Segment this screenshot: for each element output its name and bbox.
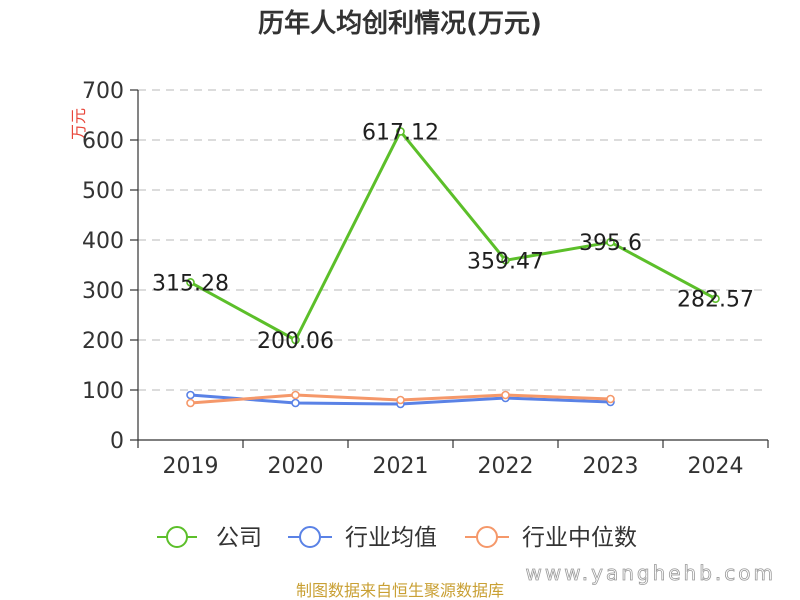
company-data-point [186,278,195,287]
company-data-point [711,294,720,304]
company-data-point [606,237,615,247]
legend-label: 行业中位数 [522,525,637,551]
x-tick-label: 2021 [373,454,429,479]
company-data-label: 282.57 [677,288,754,313]
grid-lines [138,89,768,391]
legend-item-industry-median[interactable]: 行业中位数 [465,525,637,551]
series-group [186,127,720,409]
y-tick-label: 600 [82,129,124,154]
y-tick-label: 200 [82,329,124,354]
industry-median-data-point [291,390,300,400]
data-labels: 315.28 200.06 617.12 359.47 395.6 282.57 [152,120,754,354]
x-tick-label: 2020 [268,454,324,479]
legend-label: 行业均值 [345,525,437,551]
company-data-label: 359.47 [467,249,544,274]
y-tick-label: 500 [82,179,124,204]
y-tick-label: 700 [82,79,124,104]
company-data-label: 617.12 [362,120,439,145]
industry-median-data-point [606,394,615,404]
y-tick-label: 300 [82,279,124,304]
legend-circle-icon [166,526,188,548]
x-tick-label: 2024 [688,454,744,479]
industry-median-data-point [396,395,405,405]
axes: 0 100 200 300 400 500 600 700 2019 2020 2021 2022 20… [82,79,769,479]
legend-circle-icon [299,526,321,548]
legend-item-industry-average[interactable]: 行业均值 [288,525,437,551]
industry-median-data-point [501,390,510,400]
company-data-label: 200.06 [257,329,334,354]
y-tick-label: 0 [110,429,124,454]
industry-average-data-point [186,390,195,400]
legend: 公司 行业均值 行业中位数 [157,525,637,551]
company-data-point [501,255,510,265]
watermark: www.yanghehb.com [526,561,776,585]
legend-item-company[interactable]: 公司 [157,525,262,551]
legend-circle-icon [476,526,498,548]
y-tick-label: 400 [82,229,124,254]
industry-average-data-point [291,398,300,408]
y-axis-label: 万元 [69,108,88,140]
chart-title: 历年人均创利情况(万元) [258,8,542,39]
company-series-line [189,129,717,342]
company-data-point [396,127,405,136]
company-data-point [291,335,300,345]
data-source-note: 制图数据来自恒生聚源数据库 [296,581,504,600]
company-data-label: 315.28 [152,271,229,296]
x-tick-label: 2023 [583,454,639,479]
x-tick-label: 2019 [163,454,219,479]
y-tick-label: 100 [82,379,124,404]
x-tick-label: 2022 [478,454,534,479]
legend-label: 公司 [216,525,262,551]
industry-median-data-point [186,398,195,408]
company-data-label: 395.6 [579,231,642,256]
